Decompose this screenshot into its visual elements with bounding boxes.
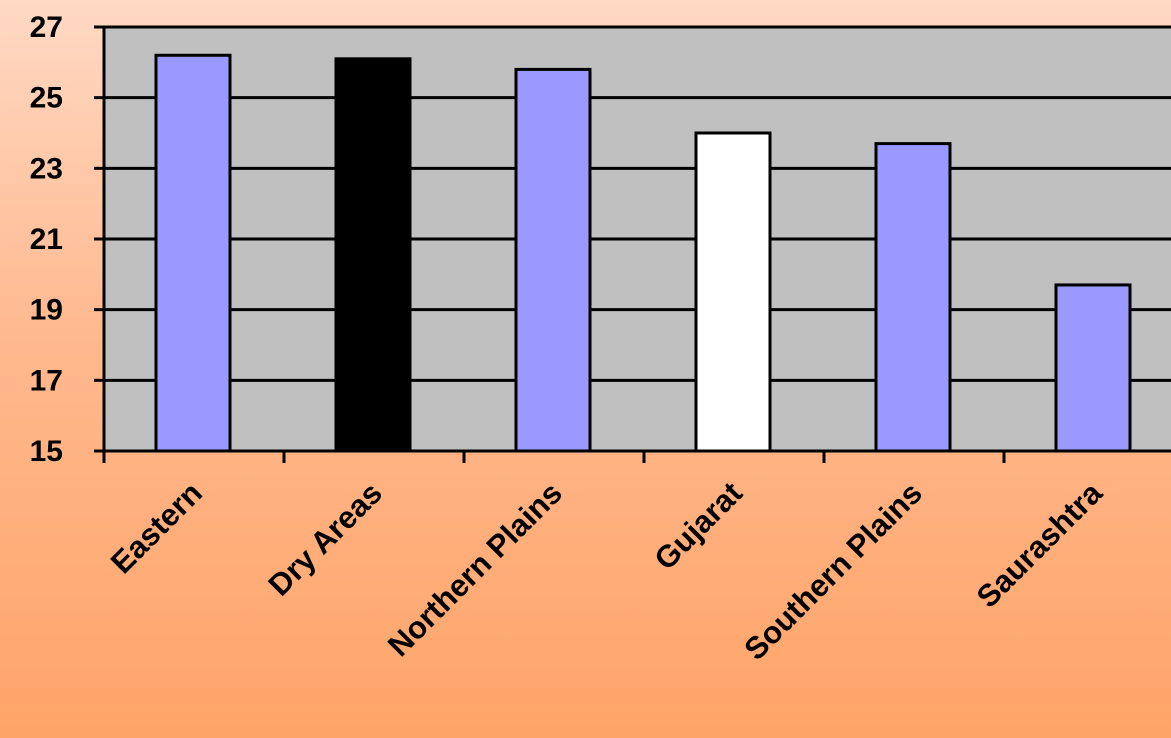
bar bbox=[1054, 283, 1132, 453]
bars bbox=[154, 53, 1132, 453]
bar bbox=[334, 57, 412, 453]
gridlines bbox=[104, 25, 1171, 382]
y-tick-label: 15 bbox=[30, 435, 63, 468]
y-tick-labels: 27 25 23 21 19 17 15 bbox=[30, 11, 63, 468]
x-category-label: Eastern bbox=[104, 475, 209, 580]
bar bbox=[874, 142, 952, 453]
x-category-label: Dry Areas bbox=[261, 475, 389, 603]
y-tick-label: 21 bbox=[30, 223, 63, 256]
y-tick-label: 19 bbox=[30, 294, 63, 327]
y-tick-label: 25 bbox=[30, 82, 63, 115]
y-tick-label: 27 bbox=[30, 11, 63, 44]
x-category-label: Southern Plains bbox=[737, 475, 929, 667]
bar bbox=[154, 53, 232, 453]
axes bbox=[94, 25, 1171, 463]
x-category-label: Gujarat bbox=[647, 475, 748, 576]
bar bbox=[694, 131, 772, 453]
bar bbox=[514, 67, 592, 453]
y-tick-label: 17 bbox=[30, 364, 63, 397]
y-tick-label: 23 bbox=[30, 152, 63, 185]
x-category-label: Northern Plains bbox=[381, 475, 569, 663]
x-category-label: Saurashtra bbox=[970, 475, 1110, 615]
